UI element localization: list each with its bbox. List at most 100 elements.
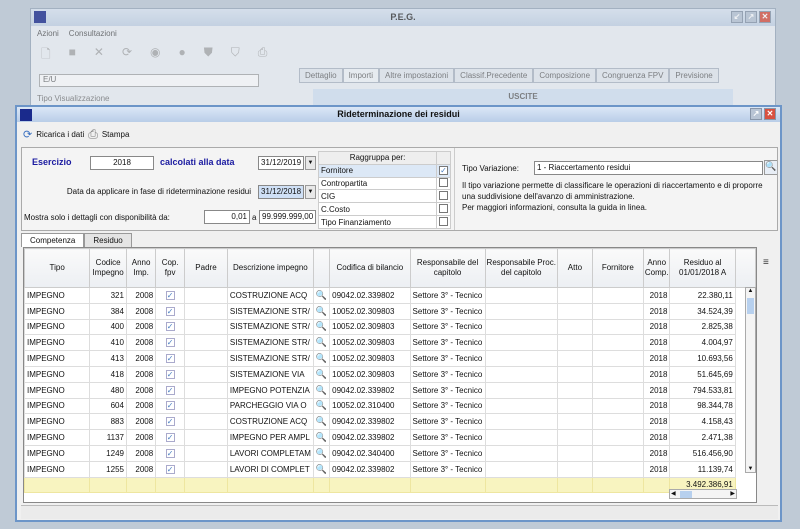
column-header[interactable]: Responsabile del capitolo	[409, 248, 486, 288]
column-header[interactable]: Anno Imp.	[125, 248, 157, 288]
vertical-scrollbar[interactable]: ▲ ▼	[745, 287, 756, 473]
table-row[interactable]: IMPEGNO 1255 2008 ✓ LAVORI DI COMPLET 🔍 09042.…	[24, 460, 756, 478]
scroll-up-button[interactable]: ▲	[747, 288, 754, 294]
range-from-input[interactable]: 0,01	[204, 210, 250, 224]
maximize-button[interactable]: ↗	[745, 11, 757, 23]
column-header[interactable]: Descrizione impegno	[226, 248, 314, 288]
tab-importi[interactable]: Importi	[342, 68, 380, 83]
scroll-left-button[interactable]: ◀	[671, 491, 676, 497]
shield-icon[interactable]: ⛊	[203, 45, 213, 59]
search-icon[interactable]: 🔍	[312, 381, 331, 399]
search-icon[interactable]: 🔍	[312, 287, 331, 304]
table-row[interactable]: IMPEGNO 410 2008 ✓ SISTEMAZIONE STR/🔍 10052.0…	[24, 334, 756, 352]
tab-composizione[interactable]: Composizione	[533, 68, 597, 83]
tab-classif[interactable]: Classif.Precedente	[454, 68, 534, 83]
refresh-icon[interactable]: ⟳	[121, 45, 133, 59]
calc-date-dropdown[interactable]: ▼	[305, 156, 316, 170]
hscroll-thumb[interactable]	[680, 491, 692, 498]
search-icon[interactable]: 🔍	[312, 444, 331, 462]
cop-fpv-checkbox[interactable]: ✓	[165, 417, 175, 427]
column-header[interactable]: Tipo	[24, 248, 91, 288]
cop-fpv-checkbox[interactable]: ✓	[165, 433, 175, 443]
cop-fpv-checkbox[interactable]: ✓	[165, 322, 175, 332]
cop-fpv-checkbox[interactable]: ✓	[165, 306, 175, 316]
table-row[interactable]: IMPEGNO 480 2008 ✓ IMPEGNO POTENZIA 🔍 09042.02…	[24, 381, 756, 399]
column-header[interactable]: Anno Comp.	[642, 248, 671, 288]
table-row[interactable]: IMPEGNO 604 2008 ✓ PARCHEGGIO VIA O 🔍 10052.02…	[24, 397, 756, 415]
search-icon[interactable]: 🔍	[764, 160, 777, 175]
tipo-variazione-input[interactable]: 1 - Riaccertamento residui	[534, 161, 763, 175]
column-header[interactable]: Cop. fpv	[155, 248, 186, 288]
table-row[interactable]: IMPEGNO 400 2008 ✓ SISTEMAZIONE STR/🔍 10052.0…	[24, 318, 756, 336]
search-icon[interactable]: 🔍	[312, 397, 331, 415]
search-icon[interactable]: 🔍	[312, 429, 331, 446]
reload-icon[interactable]: ⟳	[23, 129, 33, 141]
column-header[interactable]: Padre	[184, 248, 228, 288]
column-header[interactable]: Responsabile Proc. del capitolo	[484, 248, 558, 288]
column-header[interactable]: Codice Impegno	[89, 248, 127, 288]
search-icon[interactable]: 🔍	[312, 302, 331, 320]
table-row[interactable]: IMPEGNO 418 2008 ✓ SISTEMAZIONE VIA 🔍 10052.02…	[24, 365, 756, 383]
group-by-checkbox[interactable]	[439, 178, 448, 188]
search-icon[interactable]: 🔍	[312, 460, 331, 478]
column-header[interactable]: Fornitore	[591, 248, 644, 288]
close-button[interactable]: ✕	[759, 11, 771, 23]
tab-congruenza[interactable]: Congruenza FPV	[596, 68, 670, 83]
tab-dettaglio[interactable]: Dettaglio	[299, 68, 343, 83]
group-by-row[interactable]: CIG	[318, 189, 451, 204]
filter-input[interactable]: E/U	[39, 74, 259, 87]
cop-fpv-checkbox[interactable]: ✓	[165, 290, 175, 300]
group-by-checkbox[interactable]	[439, 203, 448, 213]
table-row[interactable]: IMPEGNO 883 2008 ✓ COSTRUZIONE ACQ 🔍 09042.02.…	[24, 413, 756, 431]
tab-altre[interactable]: Altre impostazioni	[379, 68, 455, 83]
horizontal-scrollbar[interactable]: ◀ ▶	[669, 489, 737, 499]
column-header[interactable]: Atto	[556, 248, 593, 288]
group-by-checkbox[interactable]: ✓	[439, 166, 448, 176]
print-icon[interactable]: ⎙	[88, 127, 98, 141]
table-row[interactable]: IMPEGNO 384 2008 ✓ SISTEMAZIONE STR/🔍 10052.0…	[24, 302, 756, 320]
print-button[interactable]: Stampa	[101, 130, 130, 139]
scroll-right-button[interactable]: ▶	[730, 491, 735, 497]
column-header[interactable]: Residuo al 01/01/2018 A	[669, 248, 736, 288]
apply-date-input[interactable]: 31/12/2018	[258, 185, 304, 199]
group-by-checkbox[interactable]	[439, 216, 448, 226]
group-by-row[interactable]: C.Costo	[318, 202, 451, 217]
apply-date-dropdown[interactable]: ▼	[305, 185, 316, 199]
table-row[interactable]: IMPEGNO 1249 2008 ✓ LAVORI COMPLETAM 🔍 09042.0…	[24, 444, 756, 462]
search-icon[interactable]: 🔍	[312, 413, 331, 431]
group-by-row[interactable]: Contropartita	[318, 176, 451, 191]
new-icon[interactable]: 🗋	[41, 47, 51, 61]
range-to-input[interactable]: 99.999.999,00	[259, 210, 316, 224]
column-header[interactable]: Codifica di bilancio	[329, 248, 411, 288]
group-by-row[interactable]: Tipo Finanziamento	[318, 215, 451, 229]
scroll-thumb[interactable]	[747, 298, 754, 314]
minimize-button[interactable]: ↙	[731, 11, 743, 23]
search-icon[interactable]: 🔍	[312, 350, 331, 367]
tab-previsione[interactable]: Previsione	[669, 68, 719, 83]
cop-fpv-checkbox[interactable]: ✓	[165, 448, 175, 458]
search-icon[interactable]: 🔍	[312, 334, 331, 352]
save-icon[interactable]: ■	[68, 45, 76, 59]
menu-azioni[interactable]: Azioni	[37, 29, 59, 38]
delete-icon[interactable]: ✕	[93, 45, 104, 59]
tab-residuo[interactable]: Residuo	[84, 233, 132, 247]
restore-button[interactable]: ↗	[750, 108, 762, 120]
table-row[interactable]: IMPEGNO 413 2008 ✓ SISTEMAZIONE STR/🔍 10052.0…	[24, 350, 756, 367]
cop-fpv-checkbox[interactable]: ✓	[165, 385, 175, 395]
cop-fpv-checkbox[interactable]: ✓	[165, 401, 175, 411]
group-by-checkbox[interactable]	[439, 190, 448, 200]
menu-consultazioni[interactable]: Consultazioni	[68, 29, 117, 38]
export-icon[interactable]: ◉	[150, 45, 161, 59]
column-header[interactable]	[312, 248, 331, 288]
table-row[interactable]: IMPEGNO 321 2008 ✓ COSTRUZIONE ACQ 🔍 09042.02.…	[24, 287, 756, 304]
tab-competenza[interactable]: Competenza	[21, 233, 85, 247]
cop-fpv-checkbox[interactable]: ✓	[165, 369, 175, 379]
column-menu-icon[interactable]: ≡	[763, 257, 769, 268]
calc-date-input[interactable]: 31/12/2019	[258, 156, 304, 170]
shield-gray-icon[interactable]: ⛉	[230, 45, 240, 59]
table-row[interactable]: IMPEGNO 1137 2008 ✓ IMPEGNO PER AMPL 🔍 09042.0…	[24, 429, 756, 446]
search-icon[interactable]: 🔍	[312, 318, 331, 336]
group-by-row[interactable]: Fornitore ✓	[318, 163, 451, 178]
reload-button[interactable]: Ricarica i dati	[36, 130, 85, 139]
esercizio-input[interactable]: 2018	[90, 156, 154, 170]
